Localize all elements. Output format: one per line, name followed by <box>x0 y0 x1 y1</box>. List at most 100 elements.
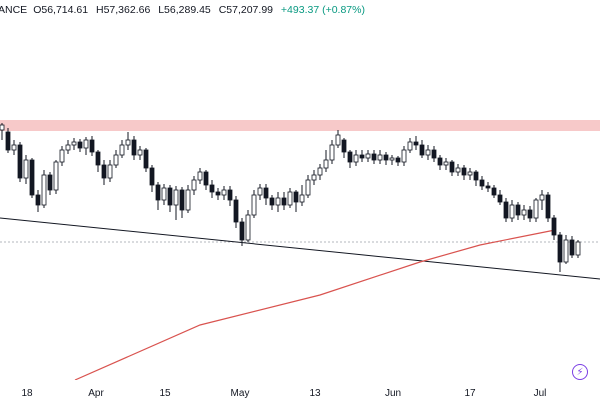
candle-body <box>227 189 233 201</box>
candle-body <box>257 187 263 196</box>
candle-body <box>377 154 383 161</box>
resistance-zone <box>0 120 600 131</box>
candle-body <box>347 151 353 163</box>
candle-body <box>161 187 167 201</box>
candle-body <box>221 189 227 196</box>
candle-body <box>251 194 257 216</box>
time-axis-label: 13 <box>309 388 321 399</box>
candle-body <box>233 199 239 223</box>
time-axis-label: 18 <box>21 388 33 399</box>
candle-body <box>419 144 425 156</box>
candle-body <box>413 141 419 146</box>
candle-body <box>281 197 287 206</box>
candle-body <box>473 171 479 181</box>
trendline <box>0 217 600 280</box>
candle-body <box>23 159 29 179</box>
candle-body <box>29 159 35 196</box>
candle-body <box>497 194 503 203</box>
candle-body <box>71 141 77 146</box>
ohlc-legend: ANCE O56,714.61 H57,362.66 L56,289.45 C5… <box>0 4 370 20</box>
candle-body <box>89 139 95 153</box>
candle-body <box>323 159 329 169</box>
candle-body <box>191 179 197 191</box>
low-value: L56,289.45 <box>158 4 211 16</box>
candle-body <box>215 191 221 196</box>
time-axis-label: Apr <box>88 388 104 399</box>
time-axis-label: Jun <box>384 388 402 399</box>
candle-body <box>131 139 137 156</box>
candle-body <box>491 187 497 196</box>
candle-body <box>0 124 5 131</box>
candle-body <box>203 171 209 186</box>
candle-body <box>401 149 407 163</box>
candle-body <box>35 194 41 206</box>
candle-body <box>299 194 305 203</box>
candle-body <box>275 197 281 206</box>
candle-body <box>539 194 545 201</box>
candle-body <box>59 149 65 163</box>
candle-body <box>533 199 539 219</box>
candle-body <box>521 209 527 216</box>
candle-body <box>83 139 89 149</box>
close-value: C57,207.99 <box>218 4 273 16</box>
candle-body <box>197 171 203 181</box>
candle-body <box>209 184 215 193</box>
candle-body <box>5 131 11 151</box>
candle-body <box>137 149 143 156</box>
candle-body <box>305 179 311 196</box>
candle-body <box>17 144 23 179</box>
candle-body <box>41 174 47 206</box>
candle-body <box>185 189 191 211</box>
candle-body <box>65 144 71 151</box>
time-axis-label: 15 <box>159 388 171 399</box>
candle-body <box>443 161 449 166</box>
candle-body <box>113 154 119 166</box>
candle-body <box>389 157 395 161</box>
candle-body <box>173 189 179 206</box>
candle-body <box>341 139 347 153</box>
candle-body <box>485 185 491 189</box>
candle-body <box>101 164 107 179</box>
moving-average-line <box>74 229 556 380</box>
candle-body <box>95 151 101 166</box>
candle-body <box>527 209 533 219</box>
candle-body <box>179 189 185 211</box>
candle-body <box>425 149 431 156</box>
candle-body <box>407 141 413 151</box>
open-value: O56,714.61 <box>33 4 89 16</box>
candle-body <box>503 201 509 219</box>
candle-body <box>143 149 149 169</box>
time-axis-label: May <box>230 388 250 399</box>
candle-body <box>11 144 17 151</box>
lightning-bolt-icon[interactable]: ⚡ <box>572 364 588 380</box>
candle-body <box>149 167 155 186</box>
candle-body <box>353 154 359 163</box>
candle-body <box>545 194 551 219</box>
candle-body <box>455 167 461 173</box>
candle-body <box>383 154 389 161</box>
candle-body <box>245 214 251 241</box>
candle-body <box>311 174 317 181</box>
candle-body <box>269 197 275 206</box>
candle-body <box>431 149 437 159</box>
candle-body <box>575 241 581 256</box>
candle-body <box>365 153 371 159</box>
candle-body <box>371 153 377 161</box>
candle-body <box>359 154 365 159</box>
candle-body <box>479 179 485 187</box>
candle-body <box>317 167 323 176</box>
candle-body <box>125 139 131 146</box>
candle-body <box>47 174 53 191</box>
candle-body <box>563 239 569 263</box>
change-value: +493.37 (+0.87%) <box>280 4 365 16</box>
candle-body <box>509 204 515 219</box>
candle-body <box>53 161 59 191</box>
candle-body <box>107 164 113 179</box>
candle-body <box>395 157 401 163</box>
candle-body <box>437 157 443 166</box>
price-chart[interactable] <box>0 0 600 380</box>
time-axis: 18 Apr 15 May 13 Jun 17 Jul <box>0 380 600 400</box>
candle-body <box>77 141 83 149</box>
candle-body <box>329 144 335 161</box>
candle-body <box>335 134 341 146</box>
